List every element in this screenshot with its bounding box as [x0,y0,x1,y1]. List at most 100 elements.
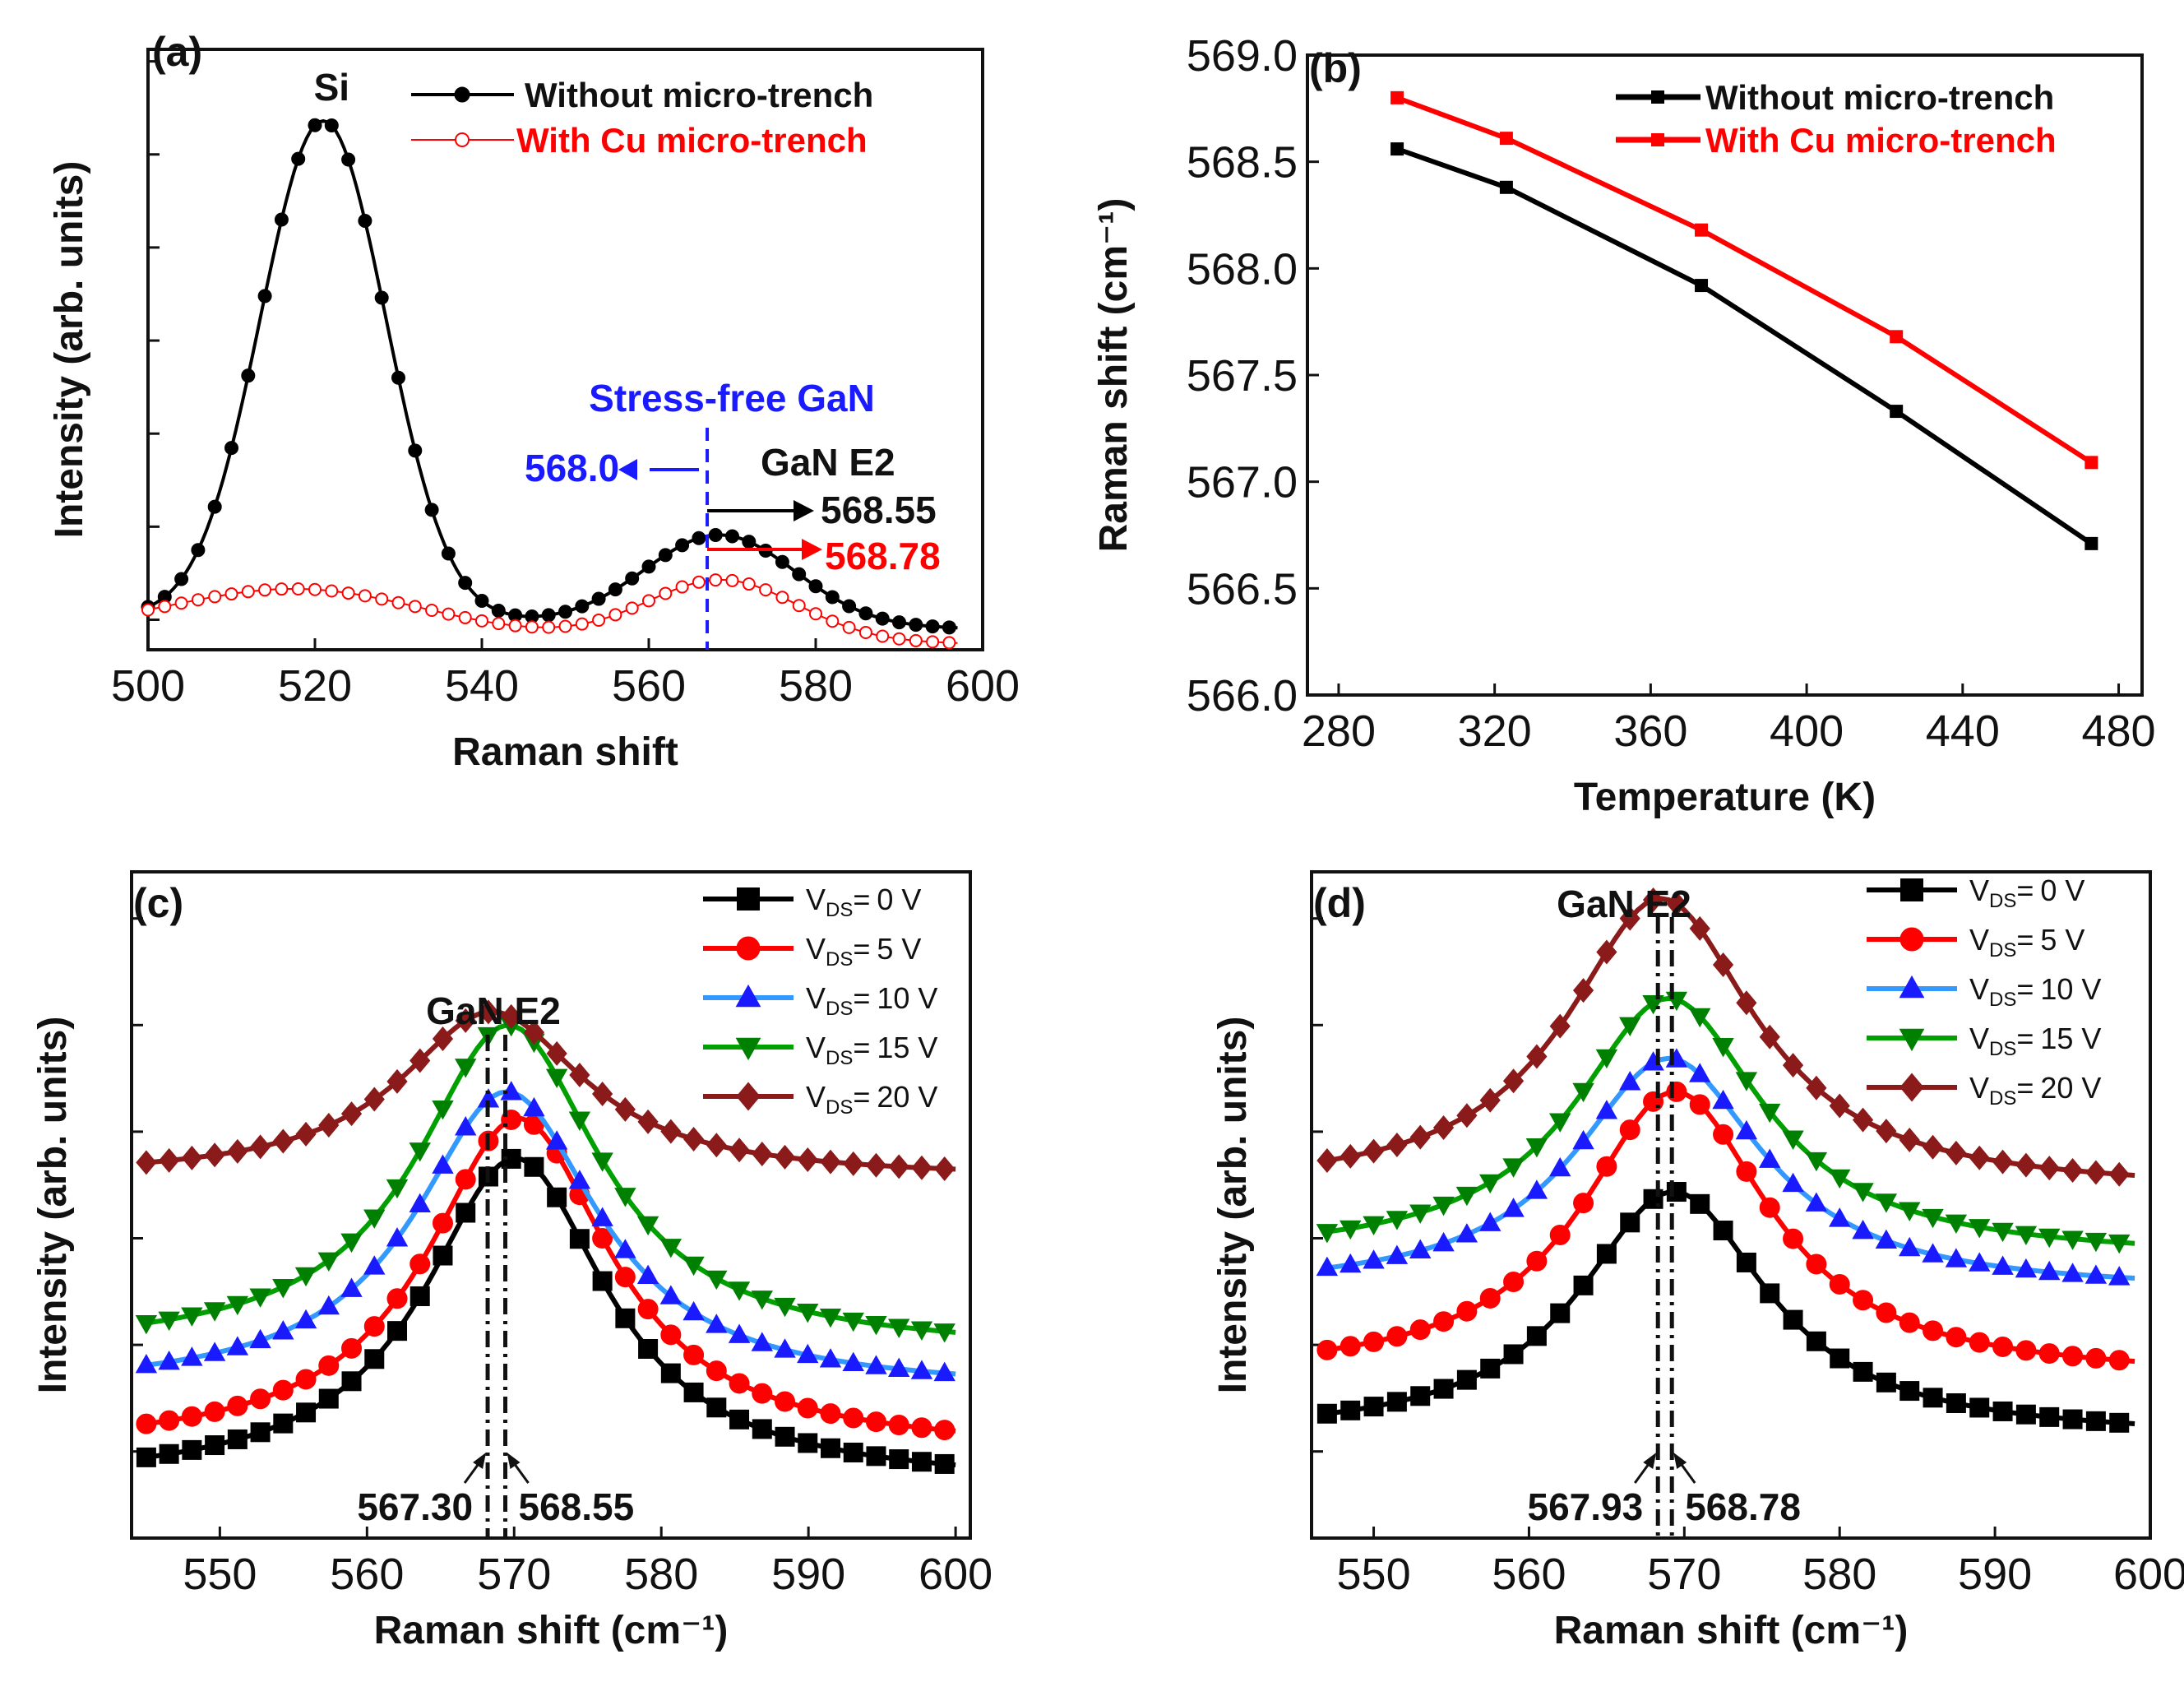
legend-label-value: 20 V [877,1080,937,1114]
data-point [291,582,305,595]
data-point [725,529,739,544]
x-tick-label: 590 [771,1550,845,1599]
peak-value-left: 567.93 [1528,1485,1644,1528]
data-point [2062,1346,2084,1367]
data-point [1456,1103,1478,1128]
data-point [249,1288,271,1308]
data-point [1852,1183,1874,1202]
data-point [358,213,372,228]
data-point [1619,1017,1641,1037]
data-point [1433,1379,1454,1399]
legend-label-without: Without micro-trench [1705,78,2054,117]
data-point [910,1321,933,1341]
data-point [608,608,622,622]
data-point [1736,1161,1757,1182]
data-point [386,1227,409,1247]
data-point [432,1101,454,1120]
y-axis-label: Intensity (arb. units) [31,1017,75,1394]
x-tick-label: 570 [1647,1550,1721,1599]
data-point [1899,1381,1920,1402]
legend-label-equals: = [853,981,870,1015]
data-point [865,1152,887,1178]
data-point [1549,1013,1571,1039]
legend-label-prefix: V [1969,972,1989,1006]
data-point [1806,1075,1827,1101]
data-point [1432,1231,1455,1252]
value-arrowhead-right [507,1453,521,1469]
data-point [1992,1149,2014,1175]
data-point [865,1355,887,1374]
data-point [637,1299,659,1320]
data-point [659,1285,682,1304]
data-point [158,1311,180,1332]
legend-label-value: 15 V [877,1031,937,1064]
data-point [592,1082,613,1107]
data-point [774,1297,796,1318]
legend-marker [1900,878,1923,901]
data-point [1596,939,1617,965]
data-point [272,1320,294,1340]
data-point [933,1361,956,1382]
x-axis-label: Raman shift (cm⁻¹) [1554,1609,1909,1652]
data-point [191,543,206,558]
data-point [792,599,806,613]
data-point [2085,1347,2107,1369]
data-point [455,1169,476,1190]
legend-marker-with [455,132,470,147]
data-point [729,1409,750,1430]
data-point [158,600,172,614]
data-point [1782,1053,1804,1078]
data-point [843,1442,863,1462]
x-tick-label: 600 [918,1550,993,1599]
data-point [386,1068,408,1094]
data-point [358,589,372,603]
data-point [317,1295,340,1315]
data-point [1666,1081,1687,1102]
data-point [181,1406,202,1427]
series-vds-0v [136,1148,956,1474]
legend-label-prefix: V [1969,873,1989,907]
data-point [1409,1239,1432,1258]
data-point [249,1328,271,1349]
legend-item: VDS= 15 V [703,1031,937,1069]
data-point [2015,1226,2038,1245]
data-point [408,600,422,614]
series-vds-10v [1316,1048,2135,1286]
data-point [1549,1113,1571,1133]
data-point [1479,1287,1501,1309]
data-point [1689,1063,1711,1082]
data-point [933,1323,956,1343]
data-point [1340,1220,1362,1240]
data-point [888,1154,909,1179]
data-point [135,1354,158,1374]
data-point [797,1147,818,1173]
data-point [1550,1303,1571,1323]
with-arrowhead [802,539,822,560]
data-point [475,614,488,628]
data-point [2108,1161,2130,1187]
x-tick-label: 400 [1770,707,1844,756]
data-point [1829,1093,1850,1119]
data-point [341,1337,363,1359]
x-tick-label: 500 [111,661,185,711]
data-point [159,1410,180,1431]
data-point [1479,1174,1502,1194]
data-point [203,1302,226,1322]
value-arrowhead-left [1643,1453,1657,1469]
data-point [317,1252,340,1272]
data-point [2015,1152,2037,1178]
data-point [1595,1100,1618,1119]
data-point [1969,1145,1990,1170]
data-point [1596,1156,1617,1177]
data-point [1503,1344,1524,1365]
y-axis-label: Intensity (arb. units) [48,161,91,539]
panel-b: 280 320 360 400 440 480 566.0 566.5 567.0 567.5 56… [1092,31,2156,819]
legend-label-value: 10 V [2040,972,2101,1006]
data-point [249,1134,271,1160]
data-point [1390,142,1404,156]
data-point [1409,1204,1432,1224]
data-point [888,1414,909,1435]
data-point [141,603,155,617]
data-point [2062,1409,2083,1430]
legend-label-prefix: V [806,1080,826,1114]
